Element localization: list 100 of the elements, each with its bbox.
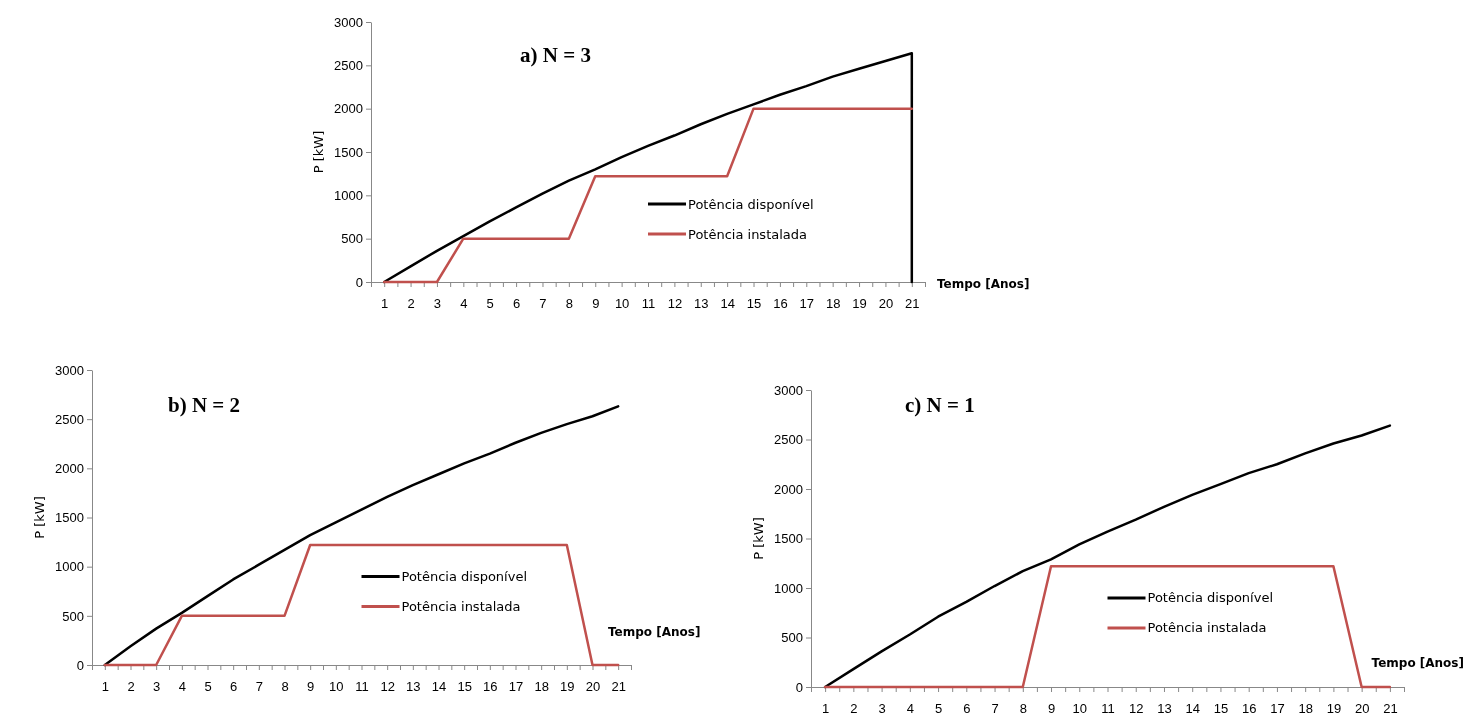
text: b) N = 2 bbox=[168, 393, 241, 417]
x-tick-label: 11 bbox=[355, 679, 369, 695]
text: a) N = 3 bbox=[520, 43, 591, 67]
y-tick-label: 2000 bbox=[334, 101, 363, 117]
y-tick-label: 1000 bbox=[334, 187, 363, 203]
x-tick-label: 18 bbox=[534, 679, 549, 695]
x-tick-label: 9 bbox=[592, 296, 600, 312]
x-tick-label: 7 bbox=[991, 701, 999, 717]
x-tick-label: 10 bbox=[1072, 701, 1087, 717]
x-tick-label: 4 bbox=[460, 296, 468, 312]
x-tick-label: 9 bbox=[307, 679, 315, 695]
x-tick-label: 18 bbox=[825, 296, 841, 312]
x-tick-label: 17 bbox=[1270, 701, 1285, 717]
y-tick-label: 1000 bbox=[774, 580, 803, 596]
x-tick-label: 5 bbox=[204, 679, 212, 695]
x-tick-label: 15 bbox=[1213, 701, 1229, 717]
x-tick-label: 8 bbox=[281, 679, 289, 695]
y-tick-label: 3000 bbox=[774, 382, 803, 398]
x-tick-label: 16 bbox=[1241, 701, 1257, 717]
x-tick-label: 12 bbox=[667, 296, 683, 312]
x-tick-label: 2 bbox=[850, 701, 858, 717]
y-tick-label: 0 bbox=[795, 679, 803, 695]
x-tick-label: 3 bbox=[433, 296, 442, 312]
x-tick-label: 20 bbox=[585, 679, 601, 695]
y-tick-label: 1500 bbox=[774, 531, 803, 547]
x-tick-label: 11 bbox=[1101, 701, 1115, 717]
x-tick-label: 11 bbox=[641, 296, 656, 312]
y-axis-title: P [kW] bbox=[751, 517, 766, 560]
x-tick-label: 2 bbox=[127, 679, 135, 695]
x-tick-label: 19 bbox=[560, 679, 575, 695]
x-tick-label: 21 bbox=[611, 679, 626, 695]
x-tick-label: 8 bbox=[565, 296, 573, 312]
x-tick-label: 15 bbox=[746, 296, 762, 312]
y-tick-label: 0 bbox=[76, 657, 84, 673]
y-tick-label: 2500 bbox=[334, 57, 363, 73]
x-tick-label: 8 bbox=[1019, 701, 1027, 717]
x-tick-label: 17 bbox=[799, 296, 815, 312]
y-tick-label: 3000 bbox=[55, 362, 84, 378]
y-tick-label: 0 bbox=[355, 274, 363, 290]
x-tick-label: 7 bbox=[539, 296, 547, 312]
y-axis-title: P [kW] bbox=[32, 496, 47, 539]
x-tick-label: 3 bbox=[878, 701, 886, 717]
x-tick-label: 5 bbox=[486, 296, 494, 312]
x-tick-label: 2 bbox=[407, 296, 415, 312]
y-axis-title: P [kW] bbox=[311, 130, 326, 174]
x-axis-title: Tempo [Anos] bbox=[1371, 656, 1464, 670]
y-tick-label: 500 bbox=[62, 608, 84, 624]
legend-label: Potência disponível bbox=[688, 196, 814, 212]
x-tick-label: 20 bbox=[878, 296, 894, 312]
y-tick-label: 2500 bbox=[774, 432, 803, 448]
y-tick-label: 3000 bbox=[334, 14, 363, 30]
x-tick-label: 12 bbox=[1129, 701, 1144, 717]
y-tick-label: 500 bbox=[781, 630, 803, 646]
legend-label: Potência instalada bbox=[688, 226, 808, 242]
x-tick-label: 3 bbox=[153, 679, 161, 695]
x-tick-label: 4 bbox=[178, 679, 186, 695]
x-tick-label: 14 bbox=[1185, 701, 1200, 717]
x-tick-label: 15 bbox=[457, 679, 472, 695]
x-tick-label: 20 bbox=[1354, 701, 1370, 717]
x-tick-label: 13 bbox=[406, 679, 421, 695]
x-tick-label: 21 bbox=[1383, 701, 1398, 717]
y-tick-label: 2500 bbox=[55, 411, 84, 427]
y-tick-label: 2000 bbox=[55, 460, 84, 476]
x-tick-label: 13 bbox=[694, 296, 709, 312]
y-tick-label: 2000 bbox=[774, 481, 803, 497]
y-tick-label: 1500 bbox=[55, 510, 84, 526]
x-tick-label: 6 bbox=[230, 679, 238, 695]
x-tick-label: 1 bbox=[822, 701, 830, 717]
x-tick-label: 9 bbox=[1047, 701, 1056, 717]
x-tick-label: 14 bbox=[431, 679, 447, 695]
x-tick-label: 16 bbox=[483, 679, 498, 695]
x-tick-label: 21 bbox=[905, 296, 920, 312]
x-tick-label: 17 bbox=[508, 679, 524, 695]
y-tick-label: 1000 bbox=[55, 559, 84, 575]
x-tick-label: 13 bbox=[1157, 701, 1172, 717]
x-tick-label: 6 bbox=[963, 701, 971, 717]
x-tick-label: 6 bbox=[512, 296, 521, 312]
legend-label: Potência disponível bbox=[1147, 590, 1274, 606]
chart-title: c) N = 1 bbox=[905, 393, 975, 417]
x-tick-label: 19 bbox=[852, 296, 867, 312]
legend-label: Potência instalada bbox=[401, 599, 521, 615]
x-tick-label: 1 bbox=[381, 296, 389, 312]
y-tick-label: 500 bbox=[341, 231, 363, 247]
x-tick-label: 5 bbox=[934, 701, 943, 717]
x-tick-label: 7 bbox=[255, 679, 263, 695]
x-tick-label: 16 bbox=[773, 296, 788, 312]
x-tick-label: 1 bbox=[101, 679, 109, 695]
legend-label: Potência instalada bbox=[1147, 620, 1267, 636]
x-tick-label: 19 bbox=[1326, 701, 1342, 717]
legend-label: Potência disponível bbox=[401, 569, 528, 585]
x-tick-label: 14 bbox=[720, 296, 735, 312]
x-tick-label: 18 bbox=[1298, 701, 1313, 717]
y-tick-label: 1500 bbox=[334, 144, 363, 160]
x-tick-label: 12 bbox=[380, 679, 395, 695]
x-axis-title: Tempo [Anos] bbox=[608, 625, 701, 639]
x-tick-label: 10 bbox=[329, 679, 344, 695]
x-tick-label: 4 bbox=[906, 701, 914, 717]
x-axis-title: Tempo [Anos] bbox=[937, 277, 1030, 291]
x-tick-label: 10 bbox=[614, 296, 630, 312]
line-series bbox=[382, 107, 914, 284]
